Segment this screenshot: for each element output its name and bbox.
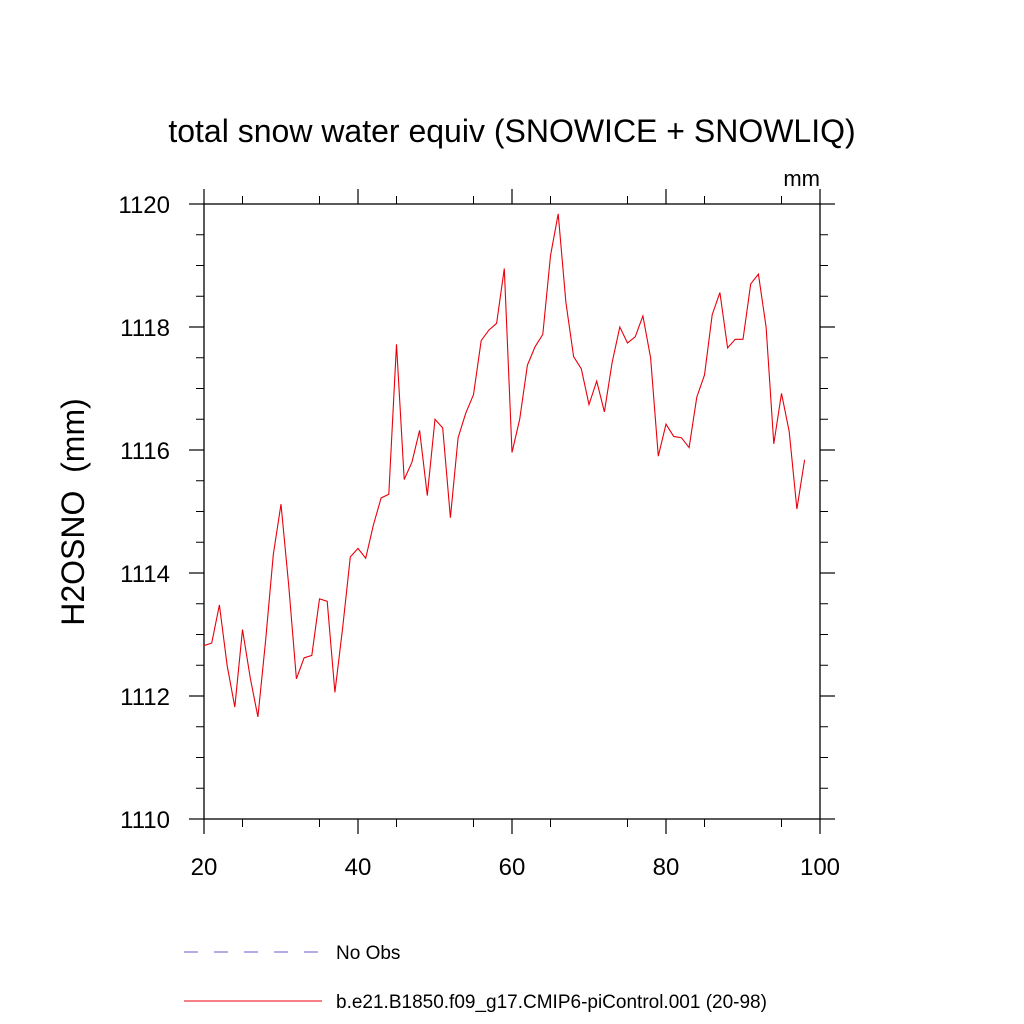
y-axis-label: H2OSNO (mm) (55, 398, 91, 626)
chart-title: total snow water equiv (SNOWICE + SNOWLI… (168, 113, 855, 149)
y-tick-label: 1118 (120, 315, 170, 342)
y-tick-label: 1112 (120, 684, 170, 711)
x-tick-label: 80 (653, 854, 680, 881)
y-tick-label: 1110 (120, 807, 170, 834)
axis-ticks: 20 40 60 80 100 1110 1112 1114 1116 1118 1120 (118, 189, 840, 881)
series-layer (203, 213, 806, 718)
x-tick-label: 40 (345, 854, 372, 881)
legend: No Obs b.e21.B1850.f09_g17.CMIP6-piContro… (184, 943, 767, 1013)
x-tick-label: 60 (499, 854, 526, 881)
plot-frame (203, 203, 821, 820)
series-line-1 (203, 213, 806, 718)
legend-label-0: No Obs (336, 943, 400, 964)
x-tick-label: 20 (191, 854, 218, 881)
y-tick-label: 1114 (120, 561, 170, 588)
x-tick-label: 100 (800, 854, 840, 881)
y-tick-label: 1120 (118, 192, 170, 219)
y-tick-label: 1116 (120, 438, 170, 465)
legend-label-1: b.e21.B1850.f09_g17.CMIP6-piControl.001 … (336, 992, 767, 1013)
units-label: mm (783, 166, 820, 191)
